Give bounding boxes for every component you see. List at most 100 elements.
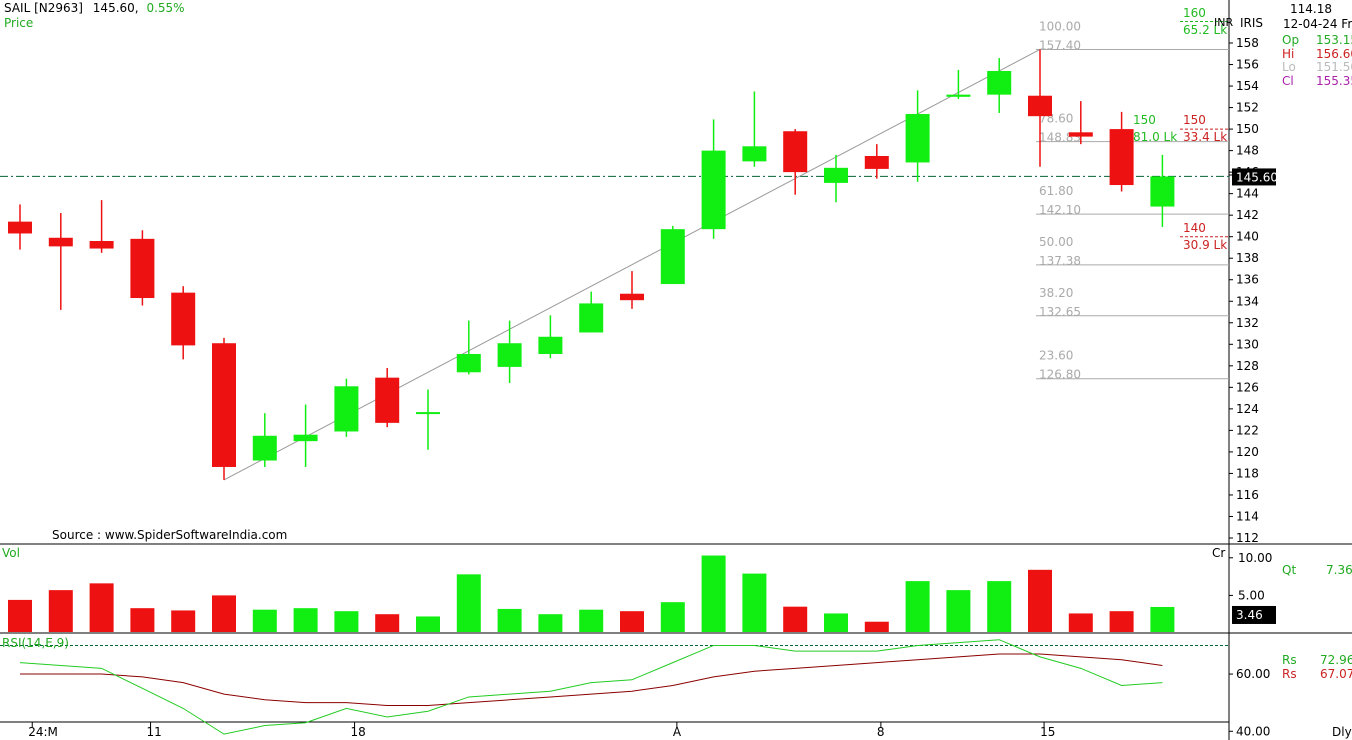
candle-16[interactable] [660,225,685,285]
candle-body-2[interactable] [89,241,114,249]
candlesticks[interactable] [8,49,1175,480]
volume-bar-14[interactable] [579,609,604,632]
volume-bar-4[interactable] [171,610,196,632]
volume-bar-28[interactable] [1150,606,1175,632]
candle-21[interactable] [864,144,889,179]
candle-19[interactable] [783,129,808,195]
candle-10[interactable] [416,389,440,450]
volume-bar-8[interactable] [334,611,359,632]
rsi-signal-line[interactable] [20,653,1163,707]
candle-23[interactable] [946,69,971,99]
volume-bar-13[interactable] [538,614,563,632]
volume-bar-16[interactable] [660,602,685,632]
candle-body-10[interactable] [416,412,440,415]
candle-body-23[interactable] [946,94,971,97]
volume-bar-6[interactable] [252,609,277,632]
rsi-lines[interactable] [0,639,1229,735]
volume-bar-15[interactable] [620,611,644,632]
candle-body-17[interactable] [701,150,726,230]
volume-bar-23[interactable] [946,590,971,632]
candle-body-4[interactable] [171,292,196,346]
candle-body-1[interactable] [48,237,73,247]
x-label-5: 15 [1040,725,1055,739]
candle-28[interactable] [1150,154,1175,228]
volume-bar-9[interactable] [375,614,400,632]
volume-bar-0[interactable] [8,599,32,632]
volume-bar-5[interactable] [212,595,236,632]
candle-body-16[interactable] [660,229,685,285]
candle-1[interactable] [48,213,73,310]
volume-bar-10[interactable] [416,616,440,632]
volume-bar-12[interactable] [497,608,522,632]
candle-body-5[interactable] [212,343,236,467]
trendline-segment[interactable] [223,49,1041,481]
volume-bar-24[interactable] [987,581,1012,632]
candle-body-9[interactable] [375,377,400,423]
volume-bar-7[interactable] [293,608,318,632]
fibonacci-retracement[interactable]: 100.00157.4078.60148.8361.80142.1050.001… [1036,6,1229,382]
volume-bar-21[interactable] [864,621,889,632]
candle-body-3[interactable] [130,238,155,299]
candle-18[interactable] [742,91,767,167]
volume-bar-25[interactable] [1028,569,1052,632]
candle-22[interactable] [905,90,930,182]
candle-body-12[interactable] [497,343,522,367]
candle-body-18[interactable] [742,146,767,162]
candle-24[interactable] [987,58,1012,113]
volume-bar-20[interactable] [824,613,848,632]
volume-bar-17[interactable] [701,555,726,632]
volume-bar-26[interactable] [1068,613,1093,632]
candle-13[interactable] [538,315,563,359]
candle-body-13[interactable] [538,336,563,354]
candle-body-21[interactable] [864,155,889,169]
volume-bar-19[interactable] [783,606,808,632]
candle-body-0[interactable] [8,221,32,234]
candle-body-27[interactable] [1109,129,1134,186]
candle-17[interactable] [701,119,726,239]
trendline[interactable] [223,49,1041,481]
candle-6[interactable] [252,413,277,467]
candle-body-22[interactable] [905,114,930,163]
current-price-badge[interactable] [1232,168,1276,186]
candle-body-14[interactable] [579,303,604,333]
candle-9[interactable] [375,367,400,428]
candle-body-6[interactable] [252,435,277,461]
candle-4[interactable] [171,286,196,360]
candle-2[interactable] [89,200,114,253]
candle-8[interactable] [334,378,359,437]
volume-bar-11[interactable] [456,574,481,632]
candle-body-25[interactable] [1028,95,1052,117]
candle-body-19[interactable] [783,131,808,173]
volume-bar-3[interactable] [130,608,155,632]
candle-15[interactable] [620,271,644,309]
candle-26[interactable] [1068,101,1093,145]
volume-bar-27[interactable] [1109,611,1134,632]
candle-25[interactable] [1028,49,1052,167]
candle-0[interactable] [8,204,32,250]
candle-body-15[interactable] [620,293,644,301]
price-axis[interactable]: 1581561541521501481461441421401381361341… [28,36,1351,739]
volume-badge[interactable] [1232,605,1276,624]
volume-bar-1[interactable] [48,590,73,632]
candle-3[interactable] [130,230,155,306]
candle-body-8[interactable] [334,386,359,432]
candle-14[interactable] [579,291,604,333]
candle-5[interactable] [212,337,236,480]
volume-bar-22[interactable] [905,581,930,632]
candle-body-20[interactable] [824,167,848,183]
candle-11[interactable] [456,320,481,375]
volume-bar-18[interactable] [742,573,767,632]
candle-body-24[interactable] [987,70,1012,95]
candle-body-26[interactable] [1068,132,1093,137]
candle-27[interactable] [1109,111,1134,192]
rsi-line[interactable] [19,639,1163,735]
volume-bar-2[interactable] [89,583,114,632]
candle-20[interactable] [824,154,848,203]
candle-body-11[interactable] [456,353,481,373]
candle-12[interactable] [497,320,522,384]
volume-bars[interactable] [8,555,1175,632]
candle-body-7[interactable] [293,434,318,442]
candle-7[interactable] [293,404,318,467]
candle-body-28[interactable] [1150,176,1175,207]
